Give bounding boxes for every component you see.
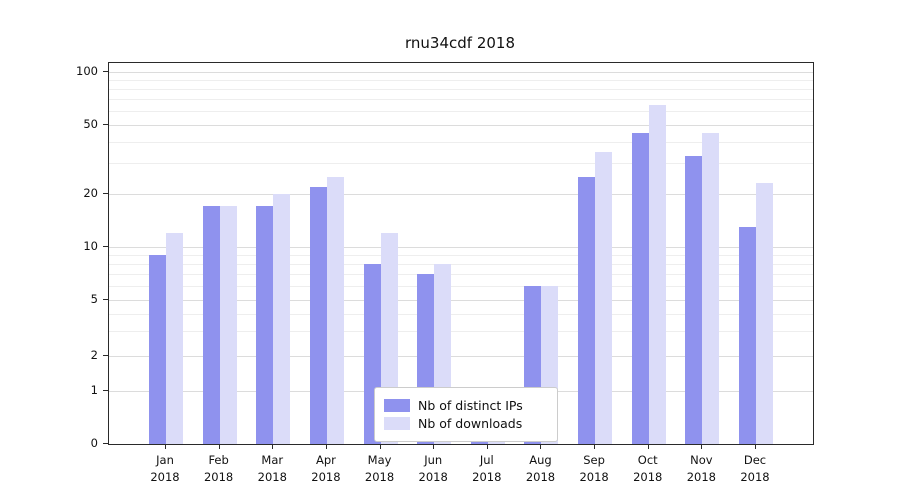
x-tick-label: Oct 2018 [633,453,663,484]
minor-gridline [109,141,813,143]
major-gridline [109,125,813,126]
x-tick-label: Nov 2018 [686,453,716,484]
bar-downloads-mar [273,194,291,444]
x-tick-label: Jan 2018 [150,453,180,484]
x-tick-mark [433,444,435,449]
legend-entry-downloads: Nb of downloads [384,416,547,431]
y-tick-label: 1 [90,382,98,397]
x-tick-label: Apr 2018 [311,453,341,484]
bar-downloads-dec [756,183,773,444]
legend-swatch-downloads [384,417,410,430]
y-tick-mark [103,71,108,72]
bar-distinct-ips-sep [578,177,596,444]
minor-gridline [109,313,813,315]
plot-area: Nb of distinct IPs Nb of downloads [108,62,814,445]
legend-entry-distinct-ips: Nb of distinct IPs [384,398,547,413]
bar-downloads-jan [166,233,183,444]
x-tick-label: Sep 2018 [579,453,609,484]
x-tick-mark [325,444,327,449]
bar-downloads-nov [702,132,720,444]
minor-gridline [109,89,813,91]
x-tick-label: Feb 2018 [203,453,234,484]
bar-distinct-ips-jan [149,255,166,444]
x-tick-label: Aug 2018 [525,453,556,484]
y-tick-mark [103,124,108,125]
minor-gridline [109,80,813,82]
x-tick-label: May 2018 [364,453,395,484]
minor-gridline [109,286,813,288]
major-gridline [109,194,813,195]
bar-distinct-ips-nov [685,156,703,444]
minor-gridline [109,331,813,333]
x-tick-mark [165,444,166,449]
minor-gridline [109,255,813,257]
x-tick-mark [379,444,381,449]
minor-gridline [109,111,813,113]
minor-gridline [109,99,813,101]
legend-label-downloads: Nb of downloads [418,416,523,431]
x-tick-mark [755,444,756,449]
x-tick-mark [701,444,703,449]
y-tick-mark [103,193,108,194]
x-tick-label: Jun 2018 [418,453,448,484]
x-tick-mark [272,444,274,449]
y-tick-label: 2 [90,347,98,362]
bar-distinct-ips-feb [202,206,220,444]
y-tick-label: 20 [83,185,98,200]
x-tick-mark [218,444,220,449]
y-tick-label: 100 [76,63,98,78]
y-tick-mark [103,390,108,391]
x-tick-mark [486,444,488,449]
minor-gridline [109,274,813,276]
x-tick-mark [540,444,542,449]
y-tick-mark [103,355,108,356]
bar-distinct-ips-mar [256,206,274,444]
x-tick-mark [647,444,649,449]
x-tick-label: Mar 2018 [257,453,287,484]
major-gridline [109,300,813,301]
bar-downloads-apr [326,177,344,444]
major-gridline [109,247,813,248]
x-tick-mark [594,444,596,449]
bar-downloads-sep [595,151,613,444]
minor-gridline [109,264,813,266]
x-tick-label: Dec 2018 [740,453,770,484]
legend-swatch-distinct-ips [384,399,410,412]
y-tick-mark [103,299,108,300]
legend: Nb of distinct IPs Nb of downloads [374,387,558,442]
bar-distinct-ips-oct [631,132,649,444]
major-gridline [109,356,813,357]
bar-distinct-ips-apr [309,186,327,444]
y-tick-mark [103,246,108,247]
bar-distinct-ips-dec [739,226,756,444]
y-tick-label: 50 [83,116,98,131]
minor-gridline [109,163,813,165]
chart-title: rnu34cdf 2018 [405,34,515,52]
y-tick-label: 10 [83,238,98,253]
x-tick-label: Jul 2018 [472,453,502,484]
major-gridline [109,72,813,73]
y-tick-label: 5 [90,291,98,306]
legend-label-distinct-ips: Nb of distinct IPs [418,398,523,413]
bar-downloads-oct [648,104,666,444]
bar-downloads-feb [219,206,237,444]
y-tick-mark [103,443,108,444]
y-tick-label: 0 [90,435,98,450]
